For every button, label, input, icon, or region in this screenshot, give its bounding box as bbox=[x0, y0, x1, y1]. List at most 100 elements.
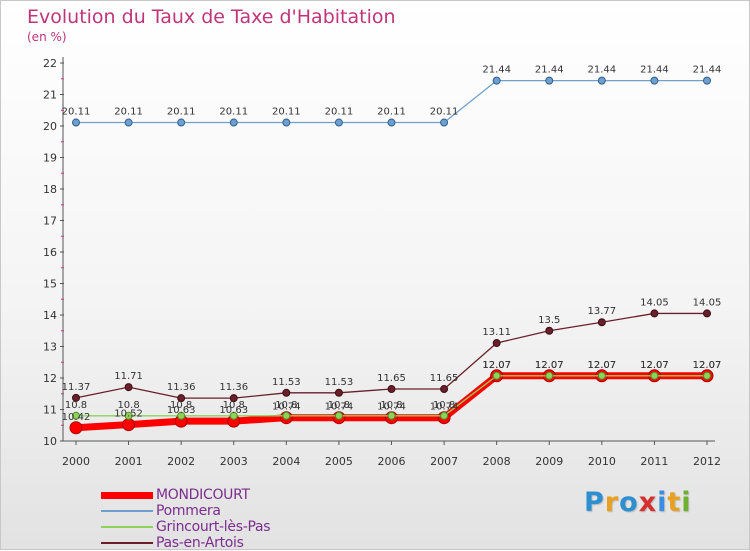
data-point bbox=[124, 118, 133, 127]
data-label: 12.07 bbox=[482, 360, 511, 371]
data-point bbox=[440, 118, 449, 127]
legend-label: Pommera bbox=[156, 503, 221, 519]
data-label: 12.07 bbox=[535, 360, 564, 371]
data-point bbox=[440, 385, 449, 394]
data-label: 21.44 bbox=[640, 65, 669, 76]
y-tick-label: 12 bbox=[43, 372, 57, 385]
legend-item: MONDICOURT bbox=[101, 487, 270, 503]
x-tick-label: 2000 bbox=[62, 455, 90, 468]
data-label: 21.44 bbox=[482, 65, 511, 76]
legend-swatch bbox=[101, 526, 153, 528]
x-tick-label: 2007 bbox=[430, 455, 458, 468]
y-unit-label: (en %) bbox=[27, 30, 67, 44]
y-tick-label: 17 bbox=[43, 215, 57, 228]
x-tick-label: 2009 bbox=[535, 455, 563, 468]
data-point bbox=[282, 118, 291, 127]
data-point bbox=[334, 388, 343, 397]
data-point bbox=[177, 394, 186, 403]
logo-letter: x bbox=[638, 487, 658, 518]
data-label: 13.5 bbox=[538, 315, 560, 326]
data-label: 12.07 bbox=[640, 360, 669, 371]
x-tick-label: 2005 bbox=[325, 455, 353, 468]
data-labels: 10.42 10.52 10.63 10.63 10.74 10.74 10.74 10.74… bbox=[62, 65, 722, 423]
data-point bbox=[492, 371, 501, 380]
data-label: 11.37 bbox=[62, 382, 91, 393]
data-label: 10.8 bbox=[275, 400, 297, 411]
data-label: 10.74 bbox=[325, 402, 354, 413]
data-label: 20.11 bbox=[219, 107, 248, 118]
data-label: 21.44 bbox=[535, 65, 564, 76]
data-label: 12.07 bbox=[693, 360, 722, 371]
y-tick-label: 16 bbox=[43, 246, 57, 259]
y-tick-label: 20 bbox=[43, 120, 57, 133]
legend-item: Pommera bbox=[101, 503, 270, 519]
legend-item: Grincourt-lès-Pas bbox=[101, 519, 271, 535]
data-point bbox=[650, 76, 659, 85]
data-point bbox=[229, 411, 238, 420]
data-point bbox=[69, 421, 83, 435]
x-tick-label: 2012 bbox=[693, 455, 721, 468]
data-label: 11.65 bbox=[430, 373, 459, 384]
series-layer bbox=[69, 76, 714, 435]
axes: 10 11 12 13 14 15 16 17 18 19 20 21 22 2000 2001 2002 20… bbox=[43, 57, 721, 468]
data-label: 10.8 bbox=[223, 400, 245, 411]
data-label: 12.07 bbox=[640, 360, 669, 371]
y-tick-label: 18 bbox=[43, 183, 57, 196]
logo-letter: P bbox=[584, 487, 605, 518]
data-label: 11.53 bbox=[272, 377, 301, 388]
y-tick-label: 15 bbox=[43, 278, 57, 291]
data-point bbox=[334, 118, 343, 127]
legend-swatch bbox=[101, 491, 153, 499]
x-tick-label: 2010 bbox=[588, 455, 616, 468]
data-label: 20.11 bbox=[325, 107, 354, 118]
x-tick-label: 2002 bbox=[167, 455, 195, 468]
data-label: 11.53 bbox=[325, 377, 354, 388]
logo-letter: o bbox=[619, 487, 639, 518]
data-point bbox=[492, 76, 501, 85]
x-tick-label: 2001 bbox=[115, 455, 143, 468]
logo-letter: t bbox=[667, 487, 682, 518]
y-tick-label: 13 bbox=[43, 341, 57, 354]
data-label: 11.36 bbox=[167, 382, 196, 393]
logo-letter: i bbox=[681, 487, 692, 518]
data-point bbox=[177, 411, 186, 420]
data-label: 20.11 bbox=[430, 107, 459, 118]
legend-item: Pas-en-Artois bbox=[101, 535, 270, 551]
data-label: 14.05 bbox=[640, 297, 669, 308]
data-point bbox=[387, 411, 396, 420]
data-point bbox=[282, 388, 291, 397]
y-tick-label: 19 bbox=[43, 152, 57, 165]
x-tick-label: 2008 bbox=[483, 455, 511, 468]
legend: MONDICOURT Pommera Grincourt-lès-Pas Pas-en… bbox=[101, 487, 271, 551]
data-point bbox=[703, 76, 711, 85]
data-point bbox=[282, 411, 291, 420]
logo-letter: r bbox=[604, 487, 620, 518]
data-label: 10.42 bbox=[62, 412, 91, 423]
data-label: 12.07 bbox=[693, 360, 722, 371]
data-label: 10.52 bbox=[114, 409, 143, 420]
data-label: 13.11 bbox=[482, 327, 511, 338]
data-label: 10.63 bbox=[167, 405, 196, 416]
data-point bbox=[650, 371, 659, 380]
legend-label: Pas-en-Artois bbox=[156, 535, 244, 551]
data-point bbox=[124, 383, 133, 392]
data-label: 20.11 bbox=[114, 107, 143, 118]
data-point bbox=[545, 371, 554, 380]
x-tick-label: 2006 bbox=[378, 455, 406, 468]
series-pommera bbox=[72, 76, 711, 127]
logo-letter: i bbox=[657, 487, 668, 518]
data-label: 14.05 bbox=[693, 297, 722, 308]
data-label: 10.8 bbox=[170, 400, 192, 411]
data-point bbox=[492, 339, 501, 348]
data-label: 10.74 bbox=[272, 402, 301, 413]
data-label: 10.8 bbox=[380, 400, 402, 411]
data-label: 21.44 bbox=[693, 65, 722, 76]
proxiti-logo: Proxiti bbox=[584, 487, 692, 518]
data-label: 11.65 bbox=[377, 373, 406, 384]
data-point bbox=[124, 411, 133, 420]
data-label: 10.74 bbox=[377, 402, 406, 413]
y-tick-label: 21 bbox=[43, 89, 57, 102]
y-tick-label: 14 bbox=[43, 309, 57, 322]
x-tick-label: 2011 bbox=[640, 455, 668, 468]
